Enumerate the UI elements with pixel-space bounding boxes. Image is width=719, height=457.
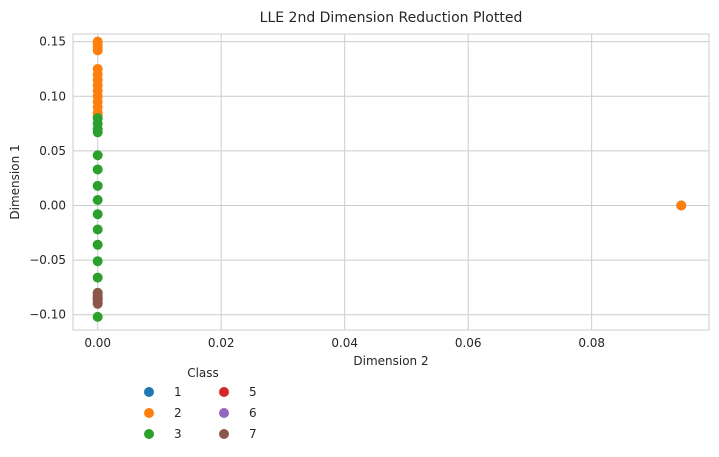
x-tick-label: 0.04	[331, 336, 358, 350]
data-point-class-3	[92, 209, 103, 220]
data-point-class-2	[676, 200, 687, 211]
x-tick-label: 0.02	[208, 336, 235, 350]
data-point-class-2	[92, 45, 103, 56]
legend: Class 1 2 3 5 6 7	[144, 366, 257, 441]
legend-label-class-6: 6	[249, 406, 257, 420]
x-axis-label: Dimension 2	[353, 354, 428, 368]
legend-label-class-7: 7	[249, 427, 257, 441]
y-tick-label: −0.05	[29, 253, 66, 267]
legend-label-class-2: 2	[174, 406, 182, 420]
x-tick-label: 0.08	[578, 336, 605, 350]
legend-marker-class-3	[144, 429, 154, 439]
chart-title: LLE 2nd Dimension Reduction Plotted	[260, 10, 523, 26]
legend-marker-class-5	[219, 387, 229, 397]
data-point-class-3	[92, 256, 103, 267]
data-point-class-3	[92, 180, 103, 191]
plot-frame	[72, 33, 710, 331]
data-point-class-3	[92, 164, 103, 175]
legend-label-class-5: 5	[249, 385, 257, 399]
data-point-class-3	[92, 195, 103, 206]
legend-marker-class-2	[144, 408, 154, 418]
legend-marker-class-6	[219, 408, 229, 418]
legend-marker-class-7	[219, 429, 229, 439]
data-point-class-3	[92, 272, 103, 283]
y-tick-label: 0.10	[39, 89, 66, 103]
legend-marker-class-1	[144, 387, 154, 397]
data-point-class-3	[92, 150, 103, 161]
y-axis-label: Dimension 1	[8, 144, 22, 219]
y-tick-label: 0.15	[39, 35, 66, 49]
ticks-layer: 0.00 0.02 0.04 0.06 0.08 −0.10 −0.05 0.00 0.05 0.…	[29, 35, 605, 350]
data-point-class-3	[92, 311, 103, 322]
y-tick-label: 0.00	[39, 198, 66, 212]
legend-title: Class	[187, 366, 219, 380]
x-tick-label: 0.00	[84, 336, 111, 350]
grid-layer	[73, 34, 709, 330]
y-tick-label: −0.10	[29, 308, 66, 322]
data-point-class-3	[92, 239, 103, 250]
legend-label-class-3: 3	[174, 427, 182, 441]
x-tick-label: 0.06	[455, 336, 482, 350]
legend-label-class-1: 1	[174, 385, 182, 399]
points-layer	[92, 36, 687, 322]
data-point-class-3	[92, 127, 103, 138]
data-point-class-7	[92, 298, 103, 309]
y-tick-label: 0.05	[39, 144, 66, 158]
data-point-class-3	[92, 224, 103, 235]
